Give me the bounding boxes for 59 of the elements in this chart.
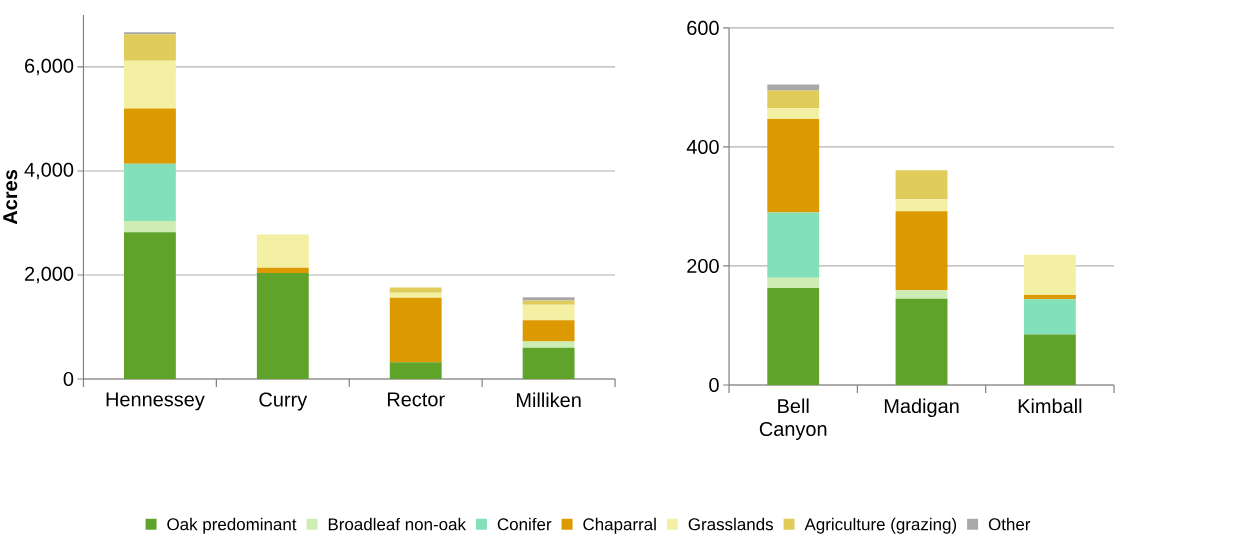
bar xyxy=(895,298,948,386)
x-tick-label: Milliken xyxy=(516,392,581,408)
bar xyxy=(123,163,176,222)
bar xyxy=(389,362,442,380)
bar xyxy=(1023,295,1076,300)
bar xyxy=(895,199,948,212)
bar xyxy=(895,290,948,299)
y-tick-label: 600 xyxy=(687,21,719,36)
bar xyxy=(767,90,820,109)
x-tick-label: Curry xyxy=(259,392,308,411)
x-tick-label: Rector xyxy=(387,392,445,407)
y-tick-label: 200 xyxy=(687,259,719,274)
bar xyxy=(522,300,575,305)
bar xyxy=(256,234,309,268)
y-tick-label: 2,000 xyxy=(25,266,74,284)
bar xyxy=(522,320,575,342)
bar xyxy=(895,211,948,291)
x-tick-label: Madigan xyxy=(884,398,959,418)
bar xyxy=(1023,299,1076,335)
bar xyxy=(522,304,575,321)
legend-label: Grasslands xyxy=(688,518,773,531)
bar xyxy=(389,298,442,363)
bar xyxy=(767,108,820,120)
legend-label: Broadleaf non-oak xyxy=(328,518,467,531)
bar xyxy=(389,292,442,299)
legend-label: Other xyxy=(988,518,1031,531)
y-tick-label: 0 xyxy=(63,372,74,387)
y-tick-label: 0 xyxy=(709,378,719,393)
y-tick-label: 400 xyxy=(686,140,719,155)
bar xyxy=(123,34,176,61)
legend-label: Agriculture (grazing) xyxy=(804,518,957,534)
bar xyxy=(767,119,820,213)
bar xyxy=(767,84,820,91)
bar xyxy=(522,341,575,348)
bar xyxy=(522,297,575,301)
x-tick-label: Hennessey xyxy=(106,392,205,411)
bar xyxy=(123,221,176,233)
bar xyxy=(895,170,948,200)
bar xyxy=(256,267,309,274)
bar xyxy=(256,273,309,380)
y-tick-label: 4,000 xyxy=(24,162,74,180)
legend-label: Chaparral xyxy=(583,518,656,534)
bar xyxy=(767,278,820,289)
bar xyxy=(123,108,176,164)
y-axis-title: Acres xyxy=(3,170,18,225)
x-tick-label: Bell Canyon xyxy=(759,398,827,441)
bar xyxy=(123,60,176,109)
y-tick-label: 6,000 xyxy=(25,58,74,76)
x-tick-label: Kimball xyxy=(1018,398,1082,414)
bar xyxy=(123,32,176,35)
bar xyxy=(1023,254,1076,296)
bar xyxy=(767,288,820,386)
bar xyxy=(1023,334,1076,386)
bar xyxy=(522,347,575,380)
legend-label: Conifer xyxy=(497,518,552,531)
bar xyxy=(123,232,176,380)
bar xyxy=(389,287,442,293)
bar xyxy=(767,212,820,279)
legend-label: Oak predominant xyxy=(167,518,297,534)
